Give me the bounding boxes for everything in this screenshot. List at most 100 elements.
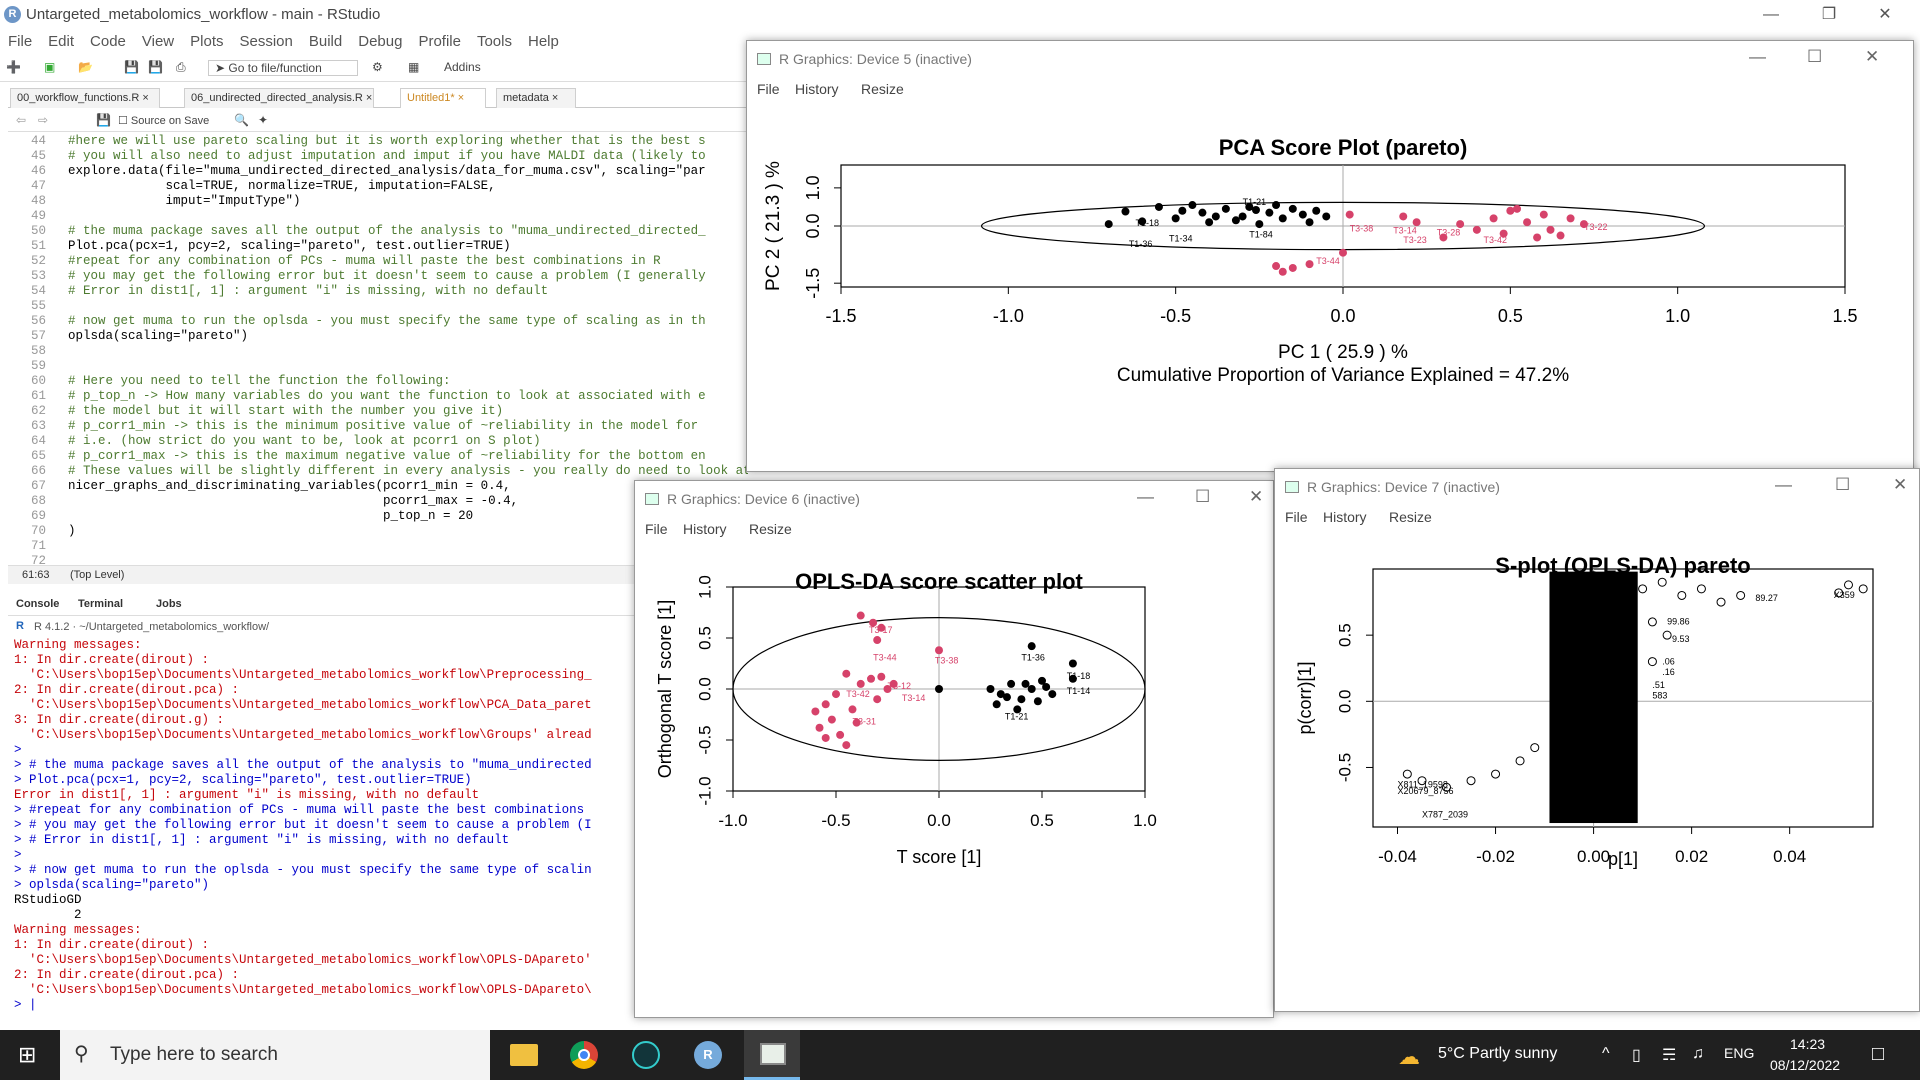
code-line[interactable]: 62 # the model but it will start with the…	[8, 404, 503, 419]
code-line[interactable]: 47 scal=TRUE, normalize=TRUE, imputation…	[8, 179, 496, 194]
clock-time[interactable]: 14:23	[1790, 1036, 1826, 1052]
code-line[interactable]: 69 p_top_n = 20	[8, 509, 473, 524]
menu-build[interactable]: Build	[308, 33, 343, 50]
device5-menu-file[interactable]: File	[757, 81, 780, 97]
device7-menu-history[interactable]: History	[1323, 509, 1367, 525]
code-line[interactable]: 54 # Error in dist1[, 1] : argument "i" i…	[8, 284, 548, 299]
code-line[interactable]: 49	[8, 209, 68, 224]
code-line[interactable]: 57 oplsda(scaling="pareto")	[8, 329, 248, 344]
device5-menu-resize[interactable]: Resize	[861, 81, 904, 97]
menu-debug[interactable]: Debug	[358, 33, 403, 50]
code-line[interactable]: 48 imput="ImputType")	[8, 194, 301, 209]
print-icon[interactable]: ⎙	[176, 60, 186, 74]
device7-close-button[interactable]: ✕	[1893, 475, 1908, 494]
device6-minimize-button[interactable]: —	[1137, 487, 1154, 506]
source-on-save-checkbox[interactable]: ☐ Source on Save	[118, 115, 210, 127]
network-icon[interactable]: ☴	[1662, 1047, 1677, 1064]
menu-view[interactable]: View	[141, 33, 175, 50]
tray-chevron-icon[interactable]: ^	[1602, 1045, 1610, 1062]
addins-menu[interactable]: Addins	[444, 60, 481, 74]
code-line[interactable]: 72	[8, 554, 68, 564]
restore-button[interactable]: ❐	[1821, 6, 1837, 23]
menu-session[interactable]: Session	[239, 33, 293, 50]
menu-help[interactable]: Help	[528, 33, 559, 50]
menu-code[interactable]: Code	[90, 33, 126, 50]
tab-metadata[interactable]: metadata ×	[496, 88, 576, 108]
notifications-icon[interactable]: □	[1872, 1043, 1885, 1065]
code-line[interactable]: 58	[8, 344, 68, 359]
device5-maximize-button[interactable]: ☐	[1807, 47, 1823, 66]
new-project-icon[interactable]: ▣	[44, 60, 56, 74]
device6-menu-file[interactable]: File	[645, 521, 668, 537]
code-line[interactable]: 53 # you may get the following error but …	[8, 269, 706, 284]
tab-workflow-functions[interactable]: 00_workflow_functions.R ×	[10, 88, 160, 108]
menu-plots[interactable]: Plots	[190, 33, 224, 50]
close-button[interactable]: ✕	[1878, 6, 1892, 23]
tab-untitled1[interactable]: Untitled1* ×	[400, 88, 486, 108]
device6-maximize-button[interactable]: ☐	[1195, 487, 1211, 506]
device7-menu-resize[interactable]: Resize	[1389, 509, 1432, 525]
code-line[interactable]: 68 pcorr1_max = -0.4,	[8, 494, 518, 509]
tab-terminal[interactable]: Terminal	[78, 598, 124, 610]
battery-icon[interactable]: ▯	[1632, 1047, 1641, 1064]
forward-arrow-icon[interactable]: ⇨	[38, 113, 49, 127]
search-icon[interactable]: 🔍	[234, 113, 249, 127]
grid-icon[interactable]: ▦	[408, 60, 420, 74]
file-explorer-icon[interactable]	[496, 1030, 552, 1080]
device7-minimize-button[interactable]: —	[1775, 475, 1792, 494]
code-editor[interactable]: 44 #here we will use pareto scaling but i…	[8, 132, 748, 564]
chrome-icon[interactable]	[556, 1030, 612, 1080]
code-line[interactable]: 55	[8, 299, 68, 314]
new-file-icon[interactable]: ➕	[6, 60, 21, 74]
save-all-icon[interactable]: 💾	[148, 60, 163, 74]
volume-icon[interactable]: ♫	[1692, 1045, 1704, 1062]
menu-tools[interactable]: Tools	[476, 33, 512, 50]
git-icon[interactable]: ⚙	[372, 60, 383, 74]
tab-jobs[interactable]: Jobs	[156, 598, 182, 610]
windows-start-icon[interactable]: ⊞	[18, 1042, 37, 1067]
console-output[interactable]: Warning messages: 1: In dir.create(dirout…	[8, 638, 748, 1018]
device6-menu-resize[interactable]: Resize	[749, 521, 792, 537]
wand-icon[interactable]: ✦	[258, 113, 269, 127]
code-line[interactable]: 66 # These values will be slightly differ…	[8, 464, 748, 479]
back-arrow-icon[interactable]: ⇦	[16, 113, 27, 127]
code-line[interactable]: 63 # p_corr1_min -> this is the minimum p…	[8, 419, 698, 434]
tab-console[interactable]: Console	[16, 598, 60, 610]
device5-close-button[interactable]: ✕	[1865, 47, 1880, 66]
weather-text[interactable]: 5°C Partly sunny	[1438, 1045, 1558, 1062]
clock-date[interactable]: 08/12/2022	[1770, 1057, 1841, 1073]
scope-selector[interactable]: (Top Level)	[70, 569, 125, 581]
code-line[interactable]: 65 # p_corr1_max -> this is the maximum n…	[8, 449, 706, 464]
code-line[interactable]: 51 Plot.pca(pcx=1, pcy=2, scaling="pareto…	[8, 239, 511, 254]
code-line[interactable]: 56 # now get muma to run the oplsda - you…	[8, 314, 706, 329]
device7-maximize-button[interactable]: ☐	[1835, 475, 1851, 494]
menu-profile[interactable]: Profile	[418, 33, 461, 50]
rstudio-taskbar-icon[interactable]: R	[680, 1030, 736, 1080]
taskbar-search-box[interactable]: ⚲ Type here to search	[60, 1030, 490, 1080]
device7-menu-file[interactable]: File	[1285, 509, 1308, 525]
editor-save-icon[interactable]: 💾	[96, 113, 111, 127]
menu-file[interactable]: File	[8, 33, 33, 50]
code-line[interactable]: 60 # Here you need to tell the function t…	[8, 374, 451, 389]
device5-menu-history[interactable]: History	[795, 81, 839, 97]
save-icon[interactable]: 💾	[124, 60, 139, 74]
code-line[interactable]: 52 #repeat for any combination of PCs - m…	[8, 254, 661, 269]
goto-file-input[interactable]: ➤ Go to file/function	[208, 60, 358, 76]
app-globe-icon[interactable]	[618, 1030, 674, 1080]
code-line[interactable]: 70)	[8, 524, 76, 539]
code-line[interactable]: 59	[8, 359, 68, 374]
code-line[interactable]: 67 nicer_graphs_and_discriminating_variab…	[8, 479, 511, 494]
r-graphics-taskbar-icon[interactable]	[744, 1030, 800, 1080]
code-line[interactable]: 50 # the muma package saves all the outpu…	[8, 224, 706, 239]
code-line[interactable]: 64 # i.e. (how strict do you want to be, …	[8, 434, 541, 449]
device5-minimize-button[interactable]: —	[1749, 47, 1766, 66]
tab-undirected-analysis[interactable]: 06_undirected_directed_analysis.R ×	[184, 88, 374, 108]
menu-edit[interactable]: Edit	[48, 33, 75, 50]
code-line[interactable]: 46 explore.data(file="muma_undirected_dir…	[8, 164, 706, 179]
device6-menu-history[interactable]: History	[683, 521, 727, 537]
language-indicator[interactable]: ENG	[1724, 1045, 1755, 1061]
code-line[interactable]: 71	[8, 539, 68, 554]
device6-close-button[interactable]: ✕	[1249, 487, 1264, 506]
code-line[interactable]: 61 # p_top_n -> How many variables do you…	[8, 389, 706, 404]
code-line[interactable]: 45 # you will also need to adjust imputat…	[8, 149, 706, 164]
